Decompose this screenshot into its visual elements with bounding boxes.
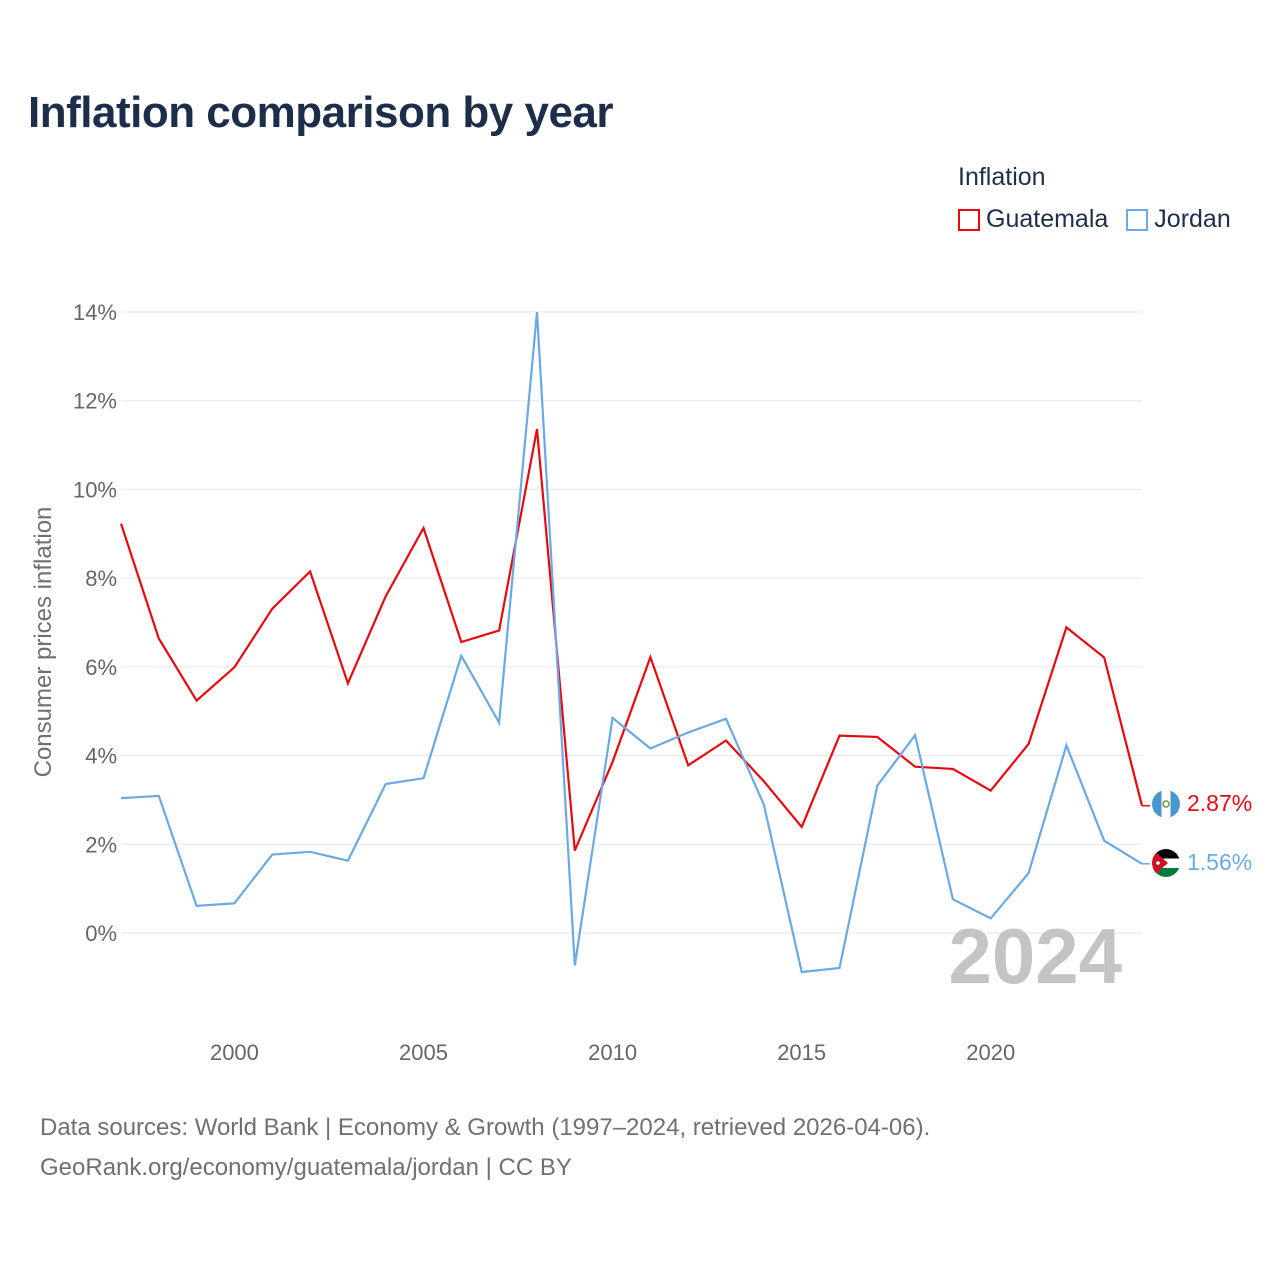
y-tick-label: 0% [85,921,117,946]
y-tick-label: 6% [85,655,117,680]
gridlines [121,311,1142,934]
line-chart: 0% 2% 4% 6% 8% 10% 12% 14% 2000 2005 2010 2015 2020… [30,300,1252,1065]
legend-label-guatemala: Guatemala [986,205,1109,233]
x-tick-label: 2000 [210,1040,259,1065]
x-tick-label: 2015 [777,1040,826,1065]
legend-label-jordan: Jordan [1154,205,1231,233]
y-axis-ticks: 0% 2% 4% 6% 8% 10% 12% 14% [73,300,117,946]
x-tick-label: 2005 [399,1040,448,1065]
y-tick-label: 2% [85,832,117,857]
y-tick-label: 8% [85,566,117,591]
footer-link[interactable]: GeoRank.org/economy/guatemala/jordan | C… [40,1154,572,1181]
legend-item-jordan[interactable]: Jordan [1126,205,1231,234]
series-line-guatemala[interactable] [119,428,1144,851]
y-axis-label: Consumer prices inflation [30,507,57,778]
legend-item-guatemala[interactable]: Guatemala [958,205,1108,234]
jordan-flag-icon [1152,849,1180,877]
guatemala-end-label: 2.87% [1187,790,1252,816]
legend-swatch-jordan [1126,208,1149,231]
y-tick-label: 10% [73,477,117,502]
footer: Data sources: World Bank | Economy & Gro… [40,1108,930,1188]
guatemala-flag-icon [1152,790,1180,818]
x-tick-label: 2020 [966,1040,1015,1065]
legend: Guatemala Jordan [958,205,1249,234]
series-lines [119,311,1150,974]
footer-sources: Data sources: World Bank | Economy & Gro… [40,1114,931,1141]
x-tick-label: 2010 [588,1040,637,1065]
current-year-watermark: 2024 [948,912,1122,1000]
legend-swatch-guatemala [958,208,980,231]
series-line-jordan[interactable] [120,311,1143,974]
y-tick-label: 14% [73,300,117,325]
jordan-end-label: 1.56% [1187,849,1252,875]
legend-title: Inflation [958,163,1046,191]
x-axis-ticks: 2000 2005 2010 2015 2020 [210,1040,1015,1065]
chart-title: Inflation comparison by year [28,88,614,137]
y-tick-label: 12% [73,389,117,414]
y-tick-label: 4% [85,744,117,769]
